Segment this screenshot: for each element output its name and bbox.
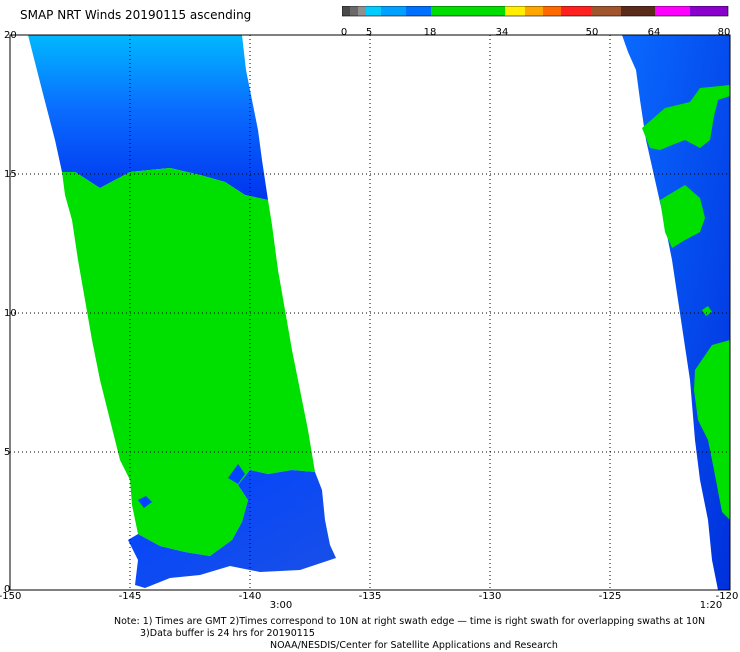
y-tick-label: 5 [4, 447, 10, 458]
x-tick-label: -120 [716, 591, 739, 602]
left-swath-time: 3:00 [269, 600, 293, 611]
x-tick-label: -140 [239, 591, 262, 602]
right-swath-green [702, 306, 712, 316]
colorbar-swatches [342, 6, 729, 17]
right-swath-time: 1:20 [699, 600, 723, 611]
y-tick-label: 10 [4, 308, 17, 319]
right-swath-green [694, 340, 730, 520]
y-tick-label: 20 [4, 30, 17, 41]
note-line-2: 3)Data buffer is 24 hrs for 20190115 [140, 628, 315, 639]
left-swath-blue-top [28, 35, 268, 200]
colorbar-outline [342, 6, 729, 17]
right-swath-green [660, 185, 705, 248]
x-tick-label: -150 [0, 591, 21, 602]
x-tick-label: -135 [359, 591, 382, 602]
colorbar-swatch [561, 6, 591, 16]
colorbar-swatch [543, 6, 561, 16]
colorbar-swatch [350, 6, 358, 16]
x-tick-label: -125 [599, 591, 622, 602]
colorbar-swatch [342, 6, 350, 16]
y-axis-labels: 0 5 10 15 20 [4, 30, 17, 595]
colorbar-label: 80 [717, 27, 731, 38]
colorbar-swatch [381, 6, 406, 16]
colorbar-swatch [655, 6, 690, 16]
colorbar-label: 18 [423, 27, 437, 38]
colorbar-label: 0 [340, 27, 348, 38]
colorbar-swatch [358, 6, 366, 16]
left-swath-blue-bottom [128, 470, 336, 588]
colorbar-label: 5 [365, 27, 373, 38]
x-tick-label: -145 [119, 591, 142, 602]
colorbar-swatch [431, 6, 505, 16]
gridlines [10, 35, 730, 590]
colorbar-swatch [505, 6, 525, 16]
left-swath-green [62, 168, 315, 556]
colorbar-label: 64 [647, 27, 661, 38]
x-axis-labels: -150 -145 -140 -135 -130 -125 -120 [0, 591, 738, 602]
colorbar-swatch [591, 6, 621, 16]
left-swath-blue-patch [228, 464, 245, 484]
left-swath-blue-patch [138, 496, 152, 508]
note-line-1: Note: 1) Times are GMT 2)Times correspon… [114, 616, 706, 627]
y-tick-label: 0 [4, 584, 10, 595]
colorbar-label: 34 [495, 27, 509, 38]
colorbar-swatch [366, 6, 381, 16]
map-title: SMAP NRT Winds 20190115 ascending [20, 8, 252, 22]
footnotes: Note: 1) Times are GMT 2)Times correspon… [114, 616, 705, 652]
right-swath-green [642, 85, 730, 150]
x-tick-label: -130 [479, 591, 502, 602]
colorbar-swatch [690, 6, 728, 16]
colorbar-label: 50 [585, 27, 599, 38]
colorbar-swatch [621, 6, 655, 16]
note-line-3: NOAA/NESDIS/Center for Satellite Applica… [270, 640, 558, 651]
colorbar-swatch [406, 6, 431, 16]
colorbar-swatch [525, 6, 543, 16]
y-tick-label: 15 [4, 169, 17, 180]
